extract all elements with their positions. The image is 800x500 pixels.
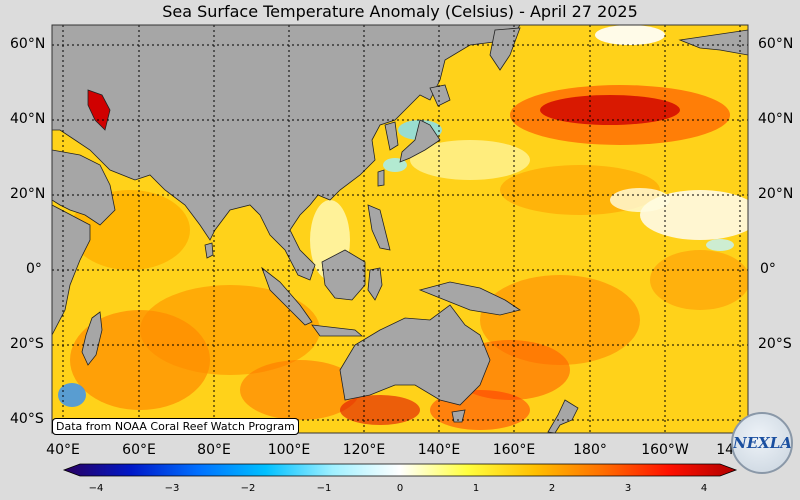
lat-label-right-40n: 40°N <box>758 111 794 127</box>
lon-label-100e: 100°E <box>267 442 311 458</box>
nexlab-logo[interactable]: NEXLAB <box>731 412 793 474</box>
lon-label-60e: 60°E <box>122 442 156 458</box>
colorbar-tick-3: 3 <box>624 483 632 494</box>
colorbar-tick-0: 0 <box>396 483 404 494</box>
lat-label-left-40s: 40°S <box>10 411 44 427</box>
lon-label-140e: 140°E <box>417 442 461 458</box>
colorbar-tick-neg1: −1 <box>316 483 332 494</box>
land-masses <box>52 25 748 433</box>
lon-label-160w: 160°W <box>641 442 689 458</box>
lon-label-180: 180° <box>573 442 607 458</box>
lat-label-left-0: 0° <box>26 261 42 277</box>
lat-label-right-60n: 60°N <box>758 36 794 52</box>
lon-label-120e: 120°E <box>342 442 386 458</box>
lon-label-40e: 40°E <box>46 442 80 458</box>
lat-label-left-20s: 20°S <box>10 336 44 352</box>
colorbar-tick-1: 1 <box>472 483 480 494</box>
lat-label-left-20n: 20°N <box>10 186 46 202</box>
lon-label-160e: 160°E <box>492 442 536 458</box>
colorbar-tick-neg4: −4 <box>88 483 104 494</box>
colorbar-tick-2: 2 <box>548 483 556 494</box>
lon-label-80e: 80°E <box>197 442 231 458</box>
lat-label-left-40n: 40°N <box>10 111 46 127</box>
lat-label-right-20s: 20°S <box>758 336 792 352</box>
map-title: Sea Surface Temperature Anomaly (Celsius… <box>162 2 638 21</box>
lat-label-left-60n: 60°N <box>10 36 46 52</box>
graticule <box>52 25 748 433</box>
lat-label-right-20n: 20°N <box>758 186 794 202</box>
data-credit-label: Data from NOAA Coral Reef Watch Program <box>52 418 299 435</box>
colorbar-tick-neg2: −2 <box>240 483 256 494</box>
logo-text: NEXLAB <box>733 434 792 452</box>
colorbar-tick-4: 4 <box>700 483 708 494</box>
colorbar <box>62 463 738 477</box>
caspian-sea <box>87 89 111 131</box>
colorbar-tick-neg3: −3 <box>164 483 180 494</box>
map-frame <box>51 24 749 434</box>
lat-label-right-0: 0° <box>760 261 776 277</box>
